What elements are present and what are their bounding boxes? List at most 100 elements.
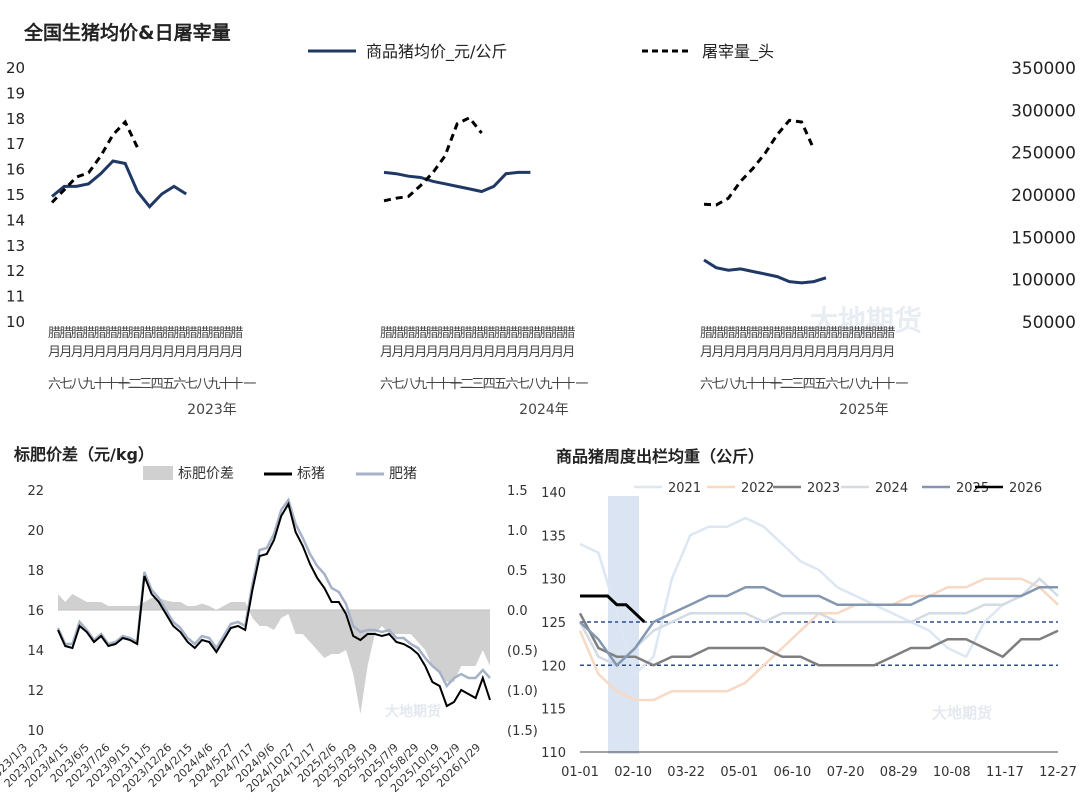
chart1-x-tick-prefix: 腊 <box>128 326 141 341</box>
chart3-y-tick: 120 <box>541 659 566 674</box>
chart1-x-tick-prefix: 腊 <box>162 326 175 341</box>
chart1-x-tick-month-suffix: 月 <box>151 345 164 360</box>
chart1-x-tick-number: 六 <box>700 377 713 392</box>
chart1-x-tick-prefix: 腊 <box>551 326 564 341</box>
chart3-x-tick: 08-29 <box>880 765 918 780</box>
chart2-legend-standard: 标猪 <box>297 466 325 482</box>
chart1-x-tick-month-suffix: 月 <box>380 345 393 360</box>
chart3-watermark: 大地期货 <box>932 704 992 722</box>
chart1-x-tick-number: 十一 <box>230 377 256 392</box>
chart1-x-tick-number: 二 <box>780 377 793 392</box>
chart1-x-tick-number: 七 <box>391 377 404 392</box>
chart1-x-tick-month-suffix: 月 <box>494 345 507 360</box>
chart1-x-tick-prefix: 腊 <box>116 326 129 341</box>
chart2-y-left-tick: 12 <box>27 684 44 699</box>
chart2-y-left-tick: 10 <box>27 724 44 739</box>
chart3-x-tick: 03-22 <box>667 765 705 780</box>
chart1-x-tick-number: 八 <box>528 377 541 392</box>
chart1-x-tick-prefix: 腊 <box>757 326 770 341</box>
chart1-x-tick-number: 七 <box>517 377 530 392</box>
chart2-y-right-tick: 1.5 <box>507 484 528 499</box>
chart1-x-tick-prefix: 腊 <box>230 326 243 341</box>
chart3-x-axis: 01-01 02-10 03-22 05-01 06-10 07-20 08-29 10-08… <box>561 765 1077 780</box>
chart1-x-tick-number: 十 <box>746 377 759 392</box>
chart3-legend: 2021 2022 2023 2024 2025 2026 <box>634 481 1042 496</box>
chart2-y-right-tick: 0.5 <box>507 564 528 579</box>
chart1-x-tick-prefix: 腊 <box>871 326 884 341</box>
chart3-y-tick: 135 <box>541 529 566 544</box>
chart1-x-tick-number: 四 <box>151 377 164 392</box>
chart1-x-tick-number: 八 <box>403 377 416 392</box>
chart1-x-tick-month-suffix: 月 <box>551 345 564 360</box>
chart3-legend-label-2022: 2022 <box>741 481 774 496</box>
chart1-y-right-tick: 350000 <box>1011 59 1076 79</box>
chart1-x-tick-month-suffix: 月 <box>139 345 152 360</box>
chart1-y-left-tick: 15 <box>6 186 25 204</box>
chart1-x-tick-number: 六 <box>825 377 838 392</box>
chart1-x-tick-number: 六 <box>380 377 393 392</box>
chart1-x-tick-number: 十二 <box>448 377 474 392</box>
chart1-x-tick-number: 十一 <box>562 377 588 392</box>
chart2-plot <box>56 497 491 708</box>
chart3-y-tick: 130 <box>541 573 566 588</box>
chart1-x-tick-prefix: 腊 <box>59 326 72 341</box>
chart2-legend: 标肥价差 标猪 肥猪 <box>143 466 417 482</box>
chart3-y-tick: 110 <box>541 746 566 761</box>
chart1-x-tick-month-suffix: 月 <box>562 345 575 360</box>
chart1-x-tick-month-suffix: 月 <box>814 345 827 360</box>
chart1-x-tick-month-suffix: 月 <box>59 345 72 360</box>
chart1-y-left-tick: 10 <box>6 313 25 331</box>
chart1-x-tick-prefix: 腊 <box>837 326 850 341</box>
chart1-x-tick-prefix: 腊 <box>391 326 404 341</box>
chart1-x-tick-month-suffix: 月 <box>483 345 496 360</box>
chart1-x-tick-prefix: 腊 <box>746 326 759 341</box>
chart3-x-tick: 01-01 <box>561 765 599 780</box>
chart1-y-left-tick: 13 <box>6 237 25 255</box>
chart1-y-left-tick: 19 <box>6 84 25 102</box>
chart1-x-axis: 腊月六腊月七腊月八腊月九腊月十腊月十一腊月十二腊月二腊月三腊月四腊月五腊月六腊月… <box>48 326 908 418</box>
chart1-x-tick-prefix: 腊 <box>791 326 804 341</box>
chart1-x-tick-number: 三 <box>791 377 804 392</box>
chart1-x-tick-number: 六 <box>48 377 61 392</box>
chart1-x-tick-prefix: 腊 <box>505 326 518 341</box>
chart1-x-tick-prefix: 腊 <box>139 326 152 341</box>
chart1-x-tick-month-suffix: 月 <box>208 345 221 360</box>
chart1-y-left-tick: 11 <box>6 288 25 306</box>
chart1-x-tick-number: 四 <box>483 377 496 392</box>
chart1-x-tick-month-suffix: 月 <box>71 345 84 360</box>
chart1-y-right-tick: 200000 <box>1011 186 1076 206</box>
chart1-x-tick-month-suffix: 月 <box>437 345 450 360</box>
chart1-x-tick-prefix: 腊 <box>437 326 450 341</box>
chart3-y-tick: 125 <box>541 616 566 631</box>
chart1-x-tick-month-suffix: 月 <box>723 345 736 360</box>
chart1-x-tick-number: 二 <box>128 377 141 392</box>
chart1-x-tick-number: 十 <box>219 377 232 392</box>
chart3-x-tick: 07-20 <box>827 765 865 780</box>
chart1-x-tick-prefix: 腊 <box>814 326 827 341</box>
chart1-x-tick-month-suffix: 月 <box>848 345 861 360</box>
chart1-y-left-axis: 10 11 12 13 14 15 16 17 18 19 20 <box>6 59 25 331</box>
chart1-x-tick-number: 四 <box>803 377 816 392</box>
chart1-x-tick-prefix: 腊 <box>734 326 747 341</box>
chart1-x-tick-number: 十二 <box>116 377 142 392</box>
chart1-x-tick-prefix: 腊 <box>528 326 541 341</box>
chart1-legend-price: 商品猪均价_元/公斤 <box>366 42 507 62</box>
chart1-x-tick-prefix: 腊 <box>848 326 861 341</box>
chart1-x-tick-month-suffix: 月 <box>517 345 530 360</box>
chart2-y-right-tick: 1.0 <box>507 524 528 539</box>
chart1-x-tick-month-suffix: 月 <box>460 345 473 360</box>
chart1-x-tick-prefix: 腊 <box>403 326 416 341</box>
chart3-y-tick: 115 <box>541 703 566 718</box>
chart2-y-right-axis: 1.5 1.0 0.5 0.0 (0.5) (1.0) (1.5) <box>507 484 538 739</box>
chart1-x-tick-number: 七 <box>837 377 850 392</box>
chart3-legend-label-2025: 2025 <box>956 481 989 496</box>
chart1-x-tick-number: 十一 <box>882 377 908 392</box>
chart1-x-tick-month-suffix: 月 <box>94 345 107 360</box>
chart1-y-left-tick: 12 <box>6 262 25 280</box>
chart3-highlight-band <box>608 496 639 754</box>
chart1-x-tick-prefix: 腊 <box>460 326 473 341</box>
chart1-x-tick-month-suffix: 月 <box>448 345 461 360</box>
chart1-price-line-2024年 <box>383 170 531 194</box>
chart1-x-tick-number: 三 <box>471 377 484 392</box>
